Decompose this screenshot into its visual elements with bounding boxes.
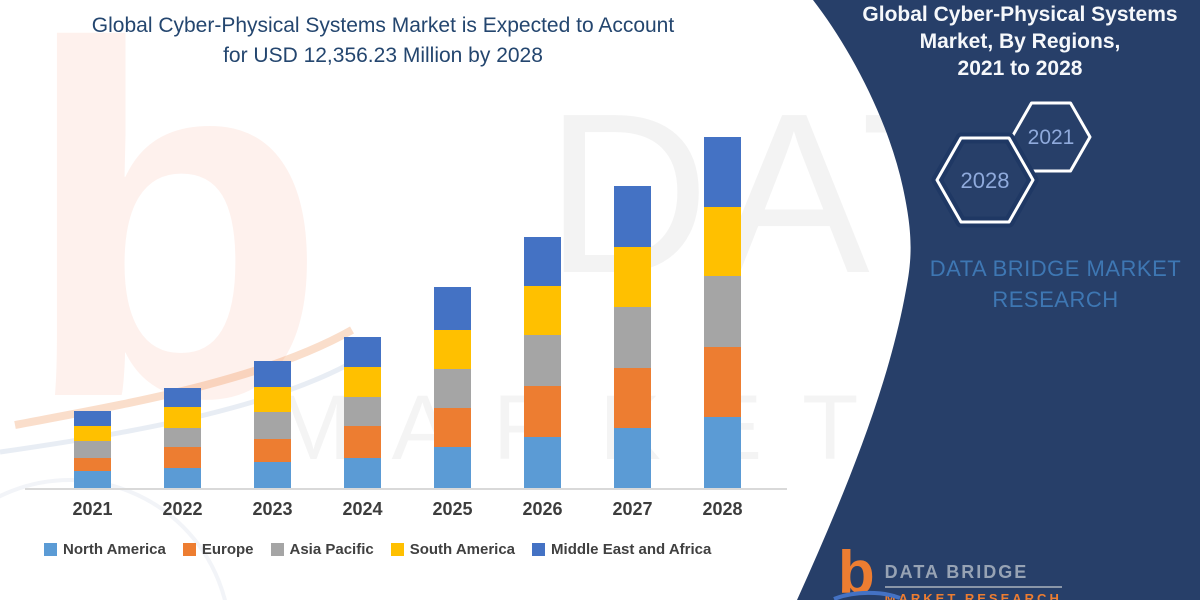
bar-segment-middle-east-and-africa <box>254 361 291 387</box>
stacked-bar-2025 <box>434 287 471 488</box>
bar-segment-asia-pacific <box>524 335 561 386</box>
bar-segment-europe <box>344 426 381 458</box>
brand-logo-swoosh-icon <box>833 590 901 600</box>
bar-segment-south-america <box>254 387 291 412</box>
bar-segment-europe <box>164 447 201 468</box>
bar-segment-south-america <box>704 207 741 276</box>
stacked-bar-chart: 2021 2022 2023 2024 2025 2026 2027 2028 <box>25 137 787 519</box>
bar-segment-middle-east-and-africa <box>704 137 741 207</box>
bar-segment-south-america <box>344 367 381 397</box>
legend-label: North America <box>63 541 166 558</box>
x-axis-label-2021: 2021 <box>72 499 113 519</box>
legend-swatch-icon <box>182 543 196 556</box>
x-axis-label-2026: 2026 <box>522 499 563 519</box>
bar-segment-europe <box>524 386 561 437</box>
brand-logo-line2: MARKET RESEARCH <box>884 591 1062 600</box>
bar-segment-asia-pacific <box>704 276 741 347</box>
legend-label: South America <box>409 541 516 558</box>
stacked-bar-2028 <box>704 137 741 488</box>
panel-heading: Global Cyber-Physical Systems Market, By… <box>862 3 1178 80</box>
bar-segment-europe <box>434 408 471 447</box>
x-axis-label-2024: 2024 <box>342 499 383 519</box>
stacked-bar-2024 <box>344 337 381 488</box>
legend-label: Middle East and Africa <box>551 541 712 558</box>
bar-segment-europe <box>74 458 111 471</box>
bar-segment-north-america <box>74 471 111 488</box>
legend-label: Asia Pacific <box>289 541 374 558</box>
bar-segment-north-america <box>524 437 561 488</box>
brand-logo-line1: DATA BRIDGE <box>884 562 1062 588</box>
x-axis-line <box>25 488 787 490</box>
hexagon-2028-halo <box>931 132 1039 228</box>
bar-segment-north-america <box>614 428 651 488</box>
legend-item-europe: Europe <box>182 541 254 558</box>
bar-segment-north-america <box>164 468 201 488</box>
legend-item-north-america: North America <box>44 541 166 558</box>
legend-swatch-icon <box>270 543 284 556</box>
stacked-bar-2027 <box>614 186 651 488</box>
bar-segment-europe <box>614 368 651 428</box>
bar-segment-europe <box>254 439 291 462</box>
legend-swatch-icon <box>390 543 404 556</box>
bar-segment-asia-pacific <box>614 307 651 368</box>
bar-segment-asia-pacific <box>74 441 111 458</box>
bar-segment-middle-east-and-africa <box>74 411 111 426</box>
bar-segment-middle-east-and-africa <box>434 287 471 330</box>
stacked-bar-2026 <box>524 237 561 488</box>
brand-logo: b DATA BRIDGE MARKET RESEARCH <box>833 543 1062 600</box>
legend-item-middle-east-and-africa: Middle East and Africa <box>532 541 711 558</box>
legend-label: Europe <box>201 541 254 558</box>
bar-segment-north-america <box>704 417 741 488</box>
bar-segment-middle-east-and-africa <box>344 337 381 367</box>
bar-segment-asia-pacific <box>164 428 201 447</box>
bar-segment-middle-east-and-africa <box>524 237 561 286</box>
hexagon-2028-label: 2028 <box>961 168 1010 193</box>
x-axis-label-2022: 2022 <box>162 499 203 519</box>
chart-legend: North America Europe Asia Pacific South Ame… <box>44 541 711 558</box>
chart-title: Global Cyber-Physical Systems Market is … <box>91 14 675 67</box>
bar-segment-south-america <box>614 247 651 307</box>
legend-item-south-america: South America <box>390 541 516 558</box>
stacked-bar-2021 <box>74 411 111 488</box>
bar-segment-south-america <box>524 286 561 335</box>
bar-segment-asia-pacific <box>434 369 471 408</box>
x-axis-label-2027: 2027 <box>612 499 653 519</box>
bar-segment-south-america <box>74 426 111 441</box>
bar-segment-north-america <box>344 458 381 488</box>
bar-segment-middle-east-and-africa <box>614 186 651 247</box>
x-axis-label-2023: 2023 <box>252 499 293 519</box>
bar-segment-north-america <box>254 462 291 488</box>
stacked-bar-2023 <box>254 361 291 488</box>
hexagon-2021-outline <box>1010 101 1092 173</box>
bar-segment-asia-pacific <box>254 412 291 439</box>
legend-item-asia-pacific: Asia Pacific <box>270 541 374 558</box>
legend-swatch-icon <box>532 543 546 556</box>
legend-swatch-icon <box>44 543 57 556</box>
bar-segment-north-america <box>434 447 471 488</box>
bar-segment-asia-pacific <box>344 397 381 426</box>
bar-segment-europe <box>704 347 741 417</box>
panel-brand-caption: DATA BRIDGE MARKET RESEARCH <box>929 256 1182 312</box>
x-axis-label-2028: 2028 <box>702 499 743 519</box>
bar-segment-middle-east-and-africa <box>164 388 201 407</box>
stacked-bar-2022 <box>164 388 201 488</box>
bar-segment-south-america <box>164 407 201 428</box>
hexagon-2028-outline <box>935 136 1035 224</box>
bar-segment-south-america <box>434 330 471 369</box>
x-axis-label-2025: 2025 <box>432 499 473 519</box>
hexagon-2021-label: 2021 <box>1028 126 1075 149</box>
